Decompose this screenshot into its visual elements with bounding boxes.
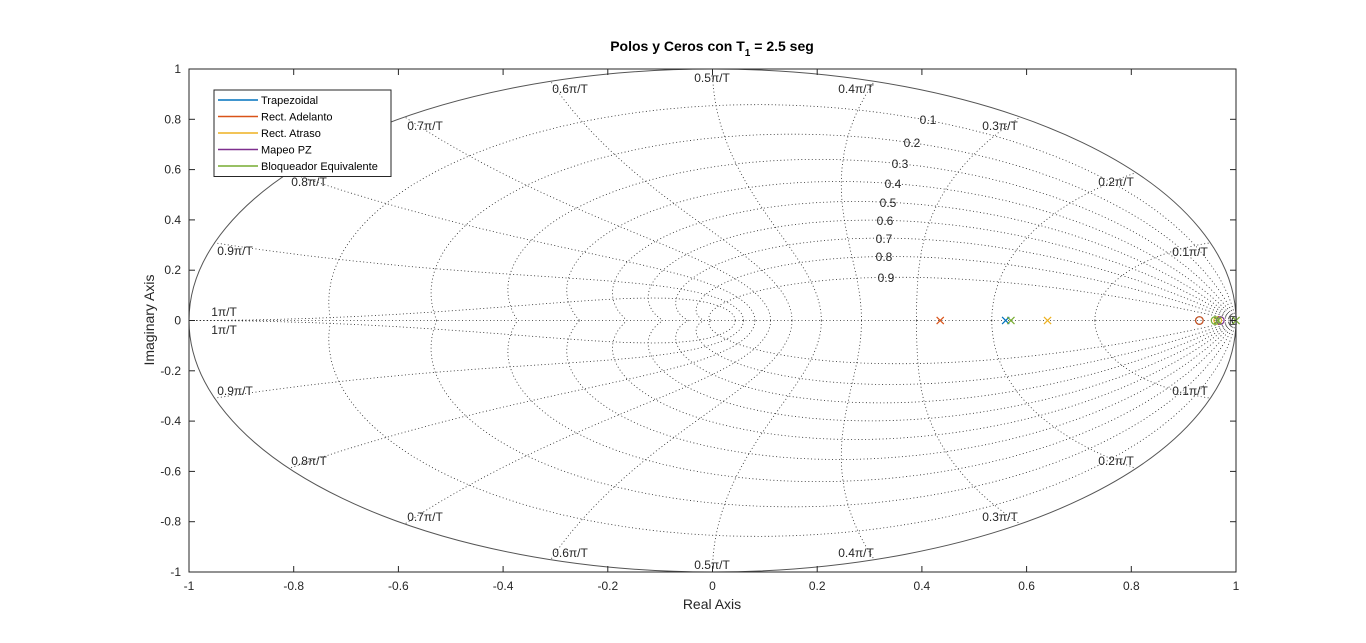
y-tick-label: 0.4: [164, 213, 181, 227]
legend-entry-label: Rect. Atraso: [261, 128, 321, 140]
wn-label-lower: 0.4π/T: [838, 546, 874, 560]
zeta-label: 0.4: [885, 177, 902, 191]
zeta-curve-upper: [647, 219, 1237, 321]
legend-entry-label: Mapeo PZ: [261, 145, 312, 157]
pole-marker: [936, 316, 945, 325]
y-tick-label: -0.2: [160, 364, 181, 378]
zeta-curve-upper: [430, 133, 1237, 321]
wn-label-upper: 0.1π/T: [1172, 245, 1208, 259]
zeta-curve-lower: [695, 320, 1237, 385]
wn-label-upper: 0.9π/T: [217, 244, 253, 258]
pole-marker: [1213, 316, 1222, 325]
legend[interactable]: Trapezoidal Rect. Adelanto Rect. Atraso Map…: [213, 89, 392, 177]
chart-title: Polos y Ceros con T1 = 2.5 seg: [610, 38, 814, 59]
y-tick-label: -0.4: [160, 414, 181, 428]
zeta-label: 0.8: [876, 250, 893, 264]
zeta-label: 0.5: [880, 196, 897, 210]
x-tick-label: 1: [1233, 579, 1240, 593]
x-tick-label: -0.8: [283, 579, 304, 593]
zeta-label: 0.1: [920, 113, 937, 127]
zero-marker: [1215, 316, 1225, 325]
x-tick-label: 0.6: [1018, 579, 1035, 593]
zeta-label: 0.7: [876, 232, 893, 246]
zeta-curve-upper: [695, 256, 1237, 321]
x-tick-label: -0.2: [597, 579, 618, 593]
zeta-curve-lower: [566, 320, 1237, 460]
wn-curve-lower: [189, 320, 736, 344]
zeta-label: 0.6: [877, 214, 894, 228]
zeta-curve-lower: [507, 320, 1237, 482]
x-tick-label: 0.4: [914, 579, 931, 593]
x-tick-label: -0.6: [388, 579, 409, 593]
zeta-curve-upper: [507, 159, 1237, 321]
wn-label-lower: 0.8π/T: [291, 454, 327, 468]
wn-curve-upper: [288, 172, 756, 321]
wn-label-lower: 0.5π/T: [694, 558, 730, 572]
x-tick-label: 0.8: [1123, 579, 1140, 593]
data-layer: [936, 316, 1241, 325]
legend-entry-label: Bloqueador Equivalente: [261, 161, 378, 173]
pole-marker: [1043, 316, 1052, 325]
zeta-curve-upper: [328, 104, 1237, 321]
wn-label-upper: 0.8π/T: [291, 175, 327, 189]
wn-label-upper: 0.3π/T: [982, 119, 1018, 133]
y-tick-label: -0.8: [160, 515, 181, 529]
wn-label-lower: 0.9π/T: [217, 384, 253, 398]
zero-marker: [1213, 316, 1223, 325]
wn-curve-upper: [404, 116, 771, 321]
legend-entry-label: Trapezoidal: [261, 95, 318, 107]
wn-label-lower: 0.7π/T: [407, 510, 443, 524]
zeta-curve-lower: [328, 320, 1237, 537]
zgrid-layer: 0.1 0.2 0.3 0.4 0.5 0.6 0.7 0.8 0.9 0.1π/T 0.1π/T 0…: [188, 68, 1237, 573]
y-axis-label: Imaginary Axis: [141, 274, 157, 365]
wn-label-lower: 0.6π/T: [552, 546, 588, 560]
wn-label-upper: 0.4π/T: [838, 82, 874, 96]
zero-marker: [1210, 316, 1220, 325]
zeta-label: 0.3: [892, 157, 909, 171]
tick-layer: -1 -0.8 -0.6 -0.4 -0.2 0 0.2 0.4 0.6 0.8 1 -1 -0.8 -0…: [160, 62, 1239, 593]
x-tick-label: 0.2: [809, 579, 826, 593]
wn-label-lower: 0.1π/T: [1172, 384, 1208, 398]
zeta-curve-lower: [647, 320, 1237, 422]
x-tick-label: 0: [709, 579, 716, 593]
wn-label-upper: 0.5π/T: [694, 71, 730, 85]
legend-entry-label: Rect. Adelanto: [261, 112, 333, 124]
wn-label-upper: 0.2π/T: [1098, 175, 1134, 189]
wn-curve-lower: [840, 320, 875, 560]
wn-curve-lower: [288, 320, 756, 469]
x-axis-label: Real Axis: [683, 596, 741, 612]
x-tick-label: -0.4: [493, 579, 514, 593]
zeta-label: 0.9: [878, 271, 895, 285]
zeta-curve-upper: [566, 181, 1237, 321]
zeta-curve-upper: [675, 237, 1237, 321]
y-tick-label: -0.6: [160, 464, 181, 478]
y-tick-label: 0.2: [164, 263, 181, 277]
zeta-curve-lower: [430, 320, 1237, 508]
y-tick-label: 0: [174, 314, 181, 328]
pole-marker: [1006, 316, 1015, 325]
wn-label-lower: 1π/T: [211, 323, 237, 337]
zeta-curve-lower: [675, 320, 1237, 404]
y-tick-label: 1: [174, 62, 181, 76]
wn-label-lower: 0.2π/T: [1098, 454, 1134, 468]
wn-curve-upper: [189, 297, 736, 321]
zero-marker: [1194, 316, 1204, 325]
wn-curve-lower: [404, 320, 771, 525]
wn-label-upper: 0.6π/T: [552, 82, 588, 96]
y-tick-label: 0.6: [164, 163, 181, 177]
wn-label-lower: 0.3π/T: [982, 510, 1018, 524]
y-tick-label: 0.8: [164, 112, 181, 126]
zeta-label: 0.2: [904, 136, 921, 150]
wn-label-upper: 0.7π/T: [407, 119, 443, 133]
wn-curve-upper: [840, 81, 875, 321]
wn-label-upper: 1π/T: [211, 305, 237, 319]
x-tick-label: -1: [184, 579, 195, 593]
y-tick-label: -1: [170, 565, 181, 579]
